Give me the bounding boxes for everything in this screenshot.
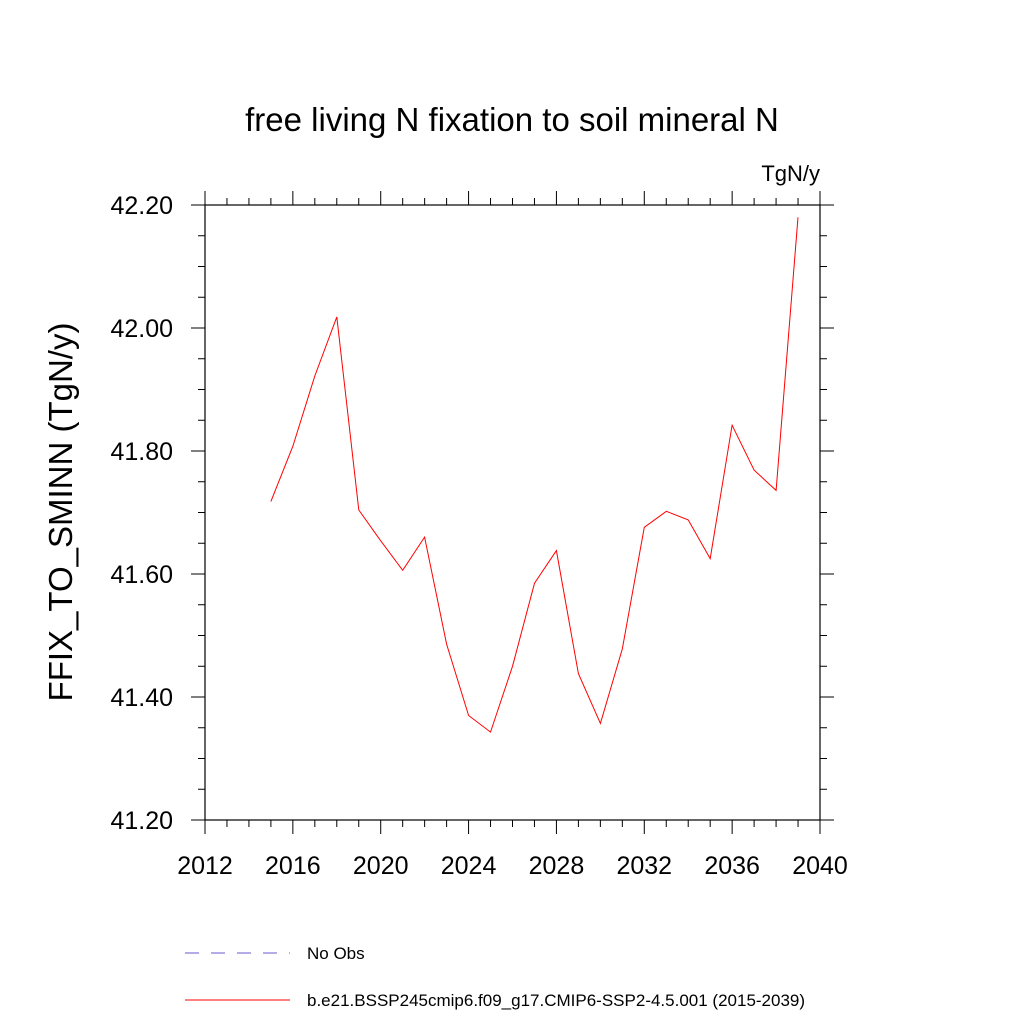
chart-title: free living N fixation to soil mineral N xyxy=(245,101,779,138)
units-label: TgN/y xyxy=(761,161,820,186)
y-tick-label: 41.60 xyxy=(110,561,173,589)
y-tick-label: 41.40 xyxy=(110,684,173,712)
y-tick-label: 41.80 xyxy=(110,438,173,466)
x-tick-label: 2012 xyxy=(177,852,233,880)
x-tick-label: 2036 xyxy=(704,852,760,880)
legend-label-model: b.e21.BSSP245cmip6.f09_g17.CMIP6-SSP2-4.… xyxy=(307,991,805,1010)
x-tick-label: 2016 xyxy=(265,852,321,880)
x-tick-label: 2032 xyxy=(616,852,672,880)
y-axis-label: FFIX_TO_SMINN (TgN/y) xyxy=(42,323,79,702)
plot-frame xyxy=(204,204,821,821)
x-tick-label: 2040 xyxy=(792,852,848,880)
legend-label-no-obs: No Obs xyxy=(307,944,365,963)
x-tick-label: 2020 xyxy=(353,852,409,880)
axis-ticks: 2012 2016 2020 2024 2028 2032 2036 2040 41.20 41.… xyxy=(110,191,848,880)
series-line xyxy=(270,217,799,733)
y-tick-label: 42.20 xyxy=(110,192,173,220)
y-tick-label: 41.20 xyxy=(110,807,173,835)
legend: No Obs b.e21.BSSP245cmip6.f09_g17.CMIP6-… xyxy=(185,944,805,1010)
series-layer xyxy=(270,217,799,733)
y-tick-label: 42.00 xyxy=(110,315,173,343)
x-tick-label: 2024 xyxy=(441,852,497,880)
x-tick-label: 2028 xyxy=(529,852,585,880)
